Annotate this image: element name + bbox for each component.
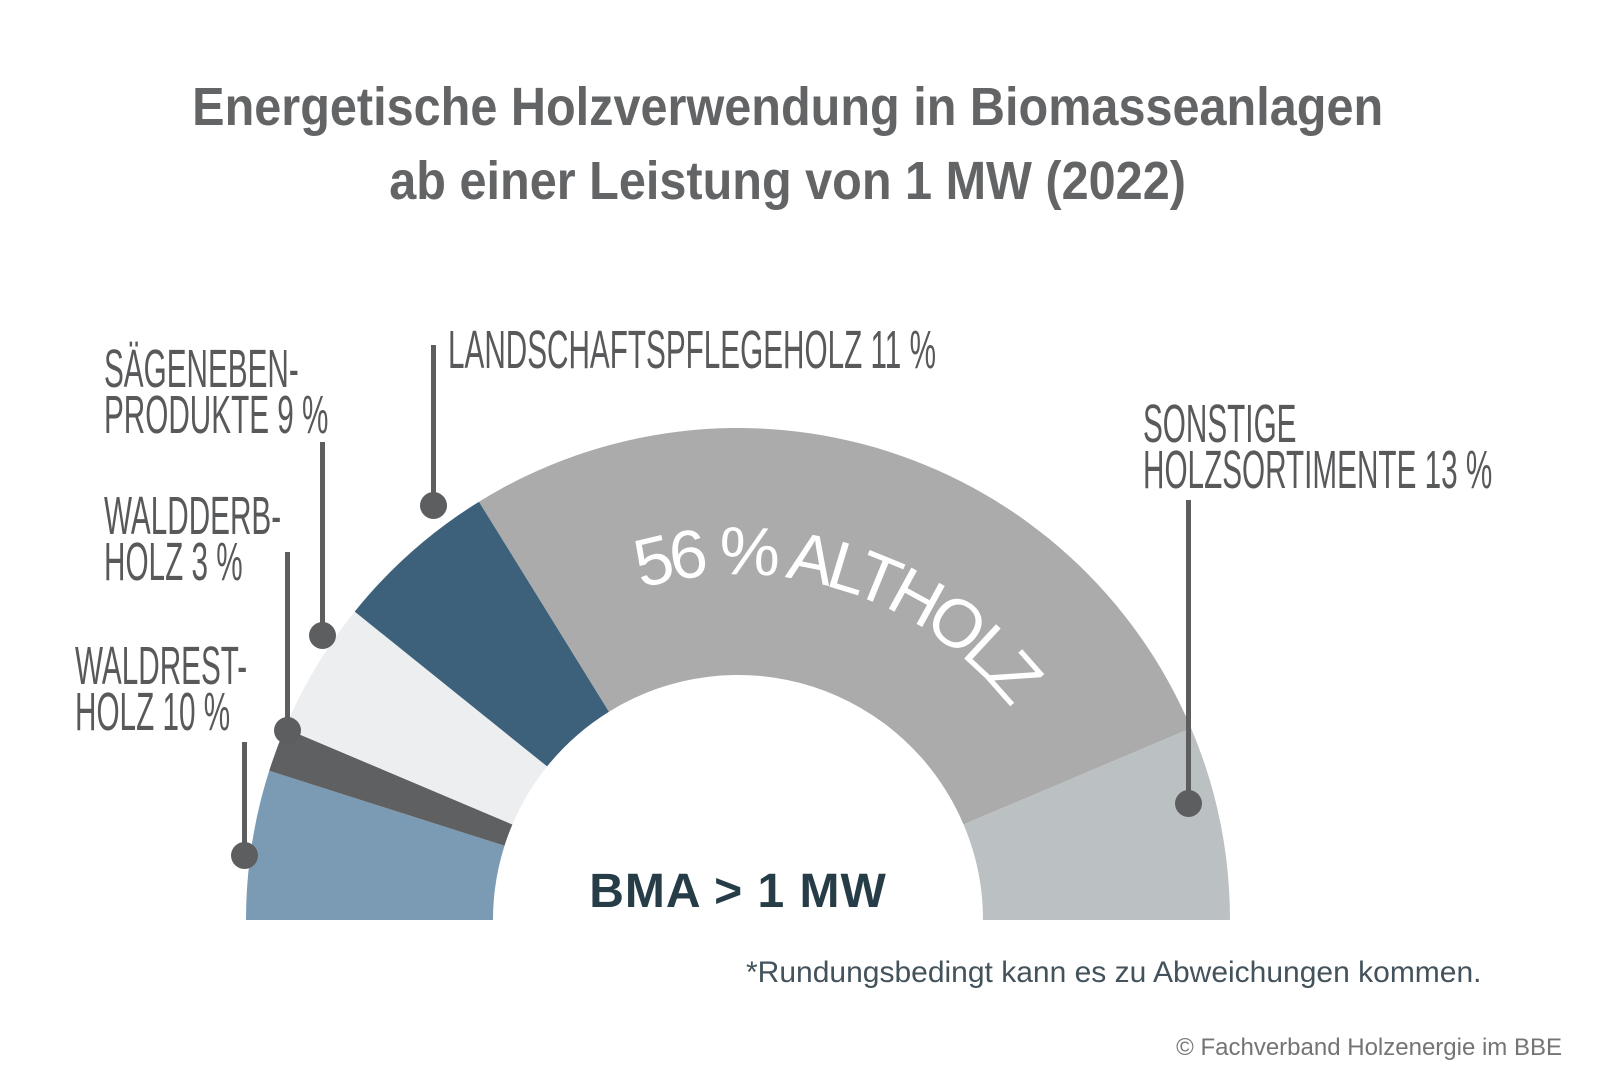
callout-waldderbholz-line-2: HOLZ 3 %: [104, 532, 243, 592]
callout-saegenebenprodukte: SÄGENEBEN- PRODUKTE 9 %: [104, 339, 512, 445]
center-label: BMA > 1 MW: [589, 865, 887, 918]
segment-altholz: [479, 427, 1192, 825]
segment-sonstige-holzsortimente: [963, 728, 1231, 920]
callout-waldrestholz-line-2: HOLZ 10 %: [75, 682, 231, 742]
chart-title: Energetische Holzverwendung in Biomassea…: [0, 70, 1576, 218]
leader-waldrestholz-line: [242, 742, 247, 855]
callout-waldderbholz: WALDDERB- HOLZ 3 %: [104, 486, 426, 592]
callout-sonstige-holzsortimente-line-1: SONSTIGE: [1143, 394, 1297, 454]
segment-waldderbholz: [269, 728, 513, 846]
leader-saegenebenprodukte-line: [320, 442, 325, 635]
callout-waldrestholz-line-1: WALDREST-: [75, 636, 248, 696]
callout-sonstige-holzsortimente: SONSTIGE HOLZSORTIMENTE 13 %: [1143, 394, 1620, 500]
chart-title-line-2: ab einer Leistung von 1 MW (2022): [0, 144, 1576, 218]
chart-title-line-1-text: Energetische Holzverwendung in Biomassea…: [192, 77, 1384, 137]
callout-landschaftspflegeholz-line-1: LANDSCHAFTSPFLEGEHOLZ 11 %: [448, 320, 936, 380]
leader-landschaftspflegeholz-dot: [420, 492, 447, 519]
segment-landschaftspflegeholz: [354, 501, 609, 767]
callout-landschaftspflegeholz: LANDSCHAFTSPFLEGEHOLZ 11 %: [448, 320, 1335, 380]
leader-landschaftspflegeholz-line: [431, 345, 436, 505]
copyright: © Fachverband Holzenergie im BBE: [1176, 1034, 1562, 1061]
callout-saegenebenprodukte-line-2: PRODUKTE 9 %: [104, 385, 329, 445]
leader-waldrestholz-dot: [231, 842, 258, 869]
leader-sonstige-holzsortimente-line: [1186, 500, 1191, 803]
callout-saegenebenprodukte-line-1: SÄGENEBEN-: [104, 339, 299, 399]
leader-saegenebenprodukte-dot: [309, 622, 336, 649]
leader-sonstige-holzsortimente-dot: [1175, 790, 1202, 817]
leader-waldderbholz-line: [285, 552, 290, 730]
leader-waldderbholz-dot: [274, 717, 301, 744]
chart-title-line-2-text: ab einer Leistung von 1 MW (2022): [389, 151, 1187, 211]
footnote: *Rundungsbedingt kann es zu Abweichungen…: [746, 956, 1482, 989]
callout-waldderbholz-line-1: WALDDERB-: [104, 486, 282, 546]
segment-waldrestholz: [246, 770, 505, 920]
callout-waldrestholz: WALDREST- HOLZ 10 %: [75, 636, 388, 742]
callout-sonstige-holzsortimente-line-2: HOLZSORTIMENTE 13 %: [1143, 440, 1493, 500]
chart-title-line-1: Energetische Holzverwendung in Biomassea…: [0, 70, 1576, 144]
segment-saegenebenprodukte: [284, 611, 548, 825]
